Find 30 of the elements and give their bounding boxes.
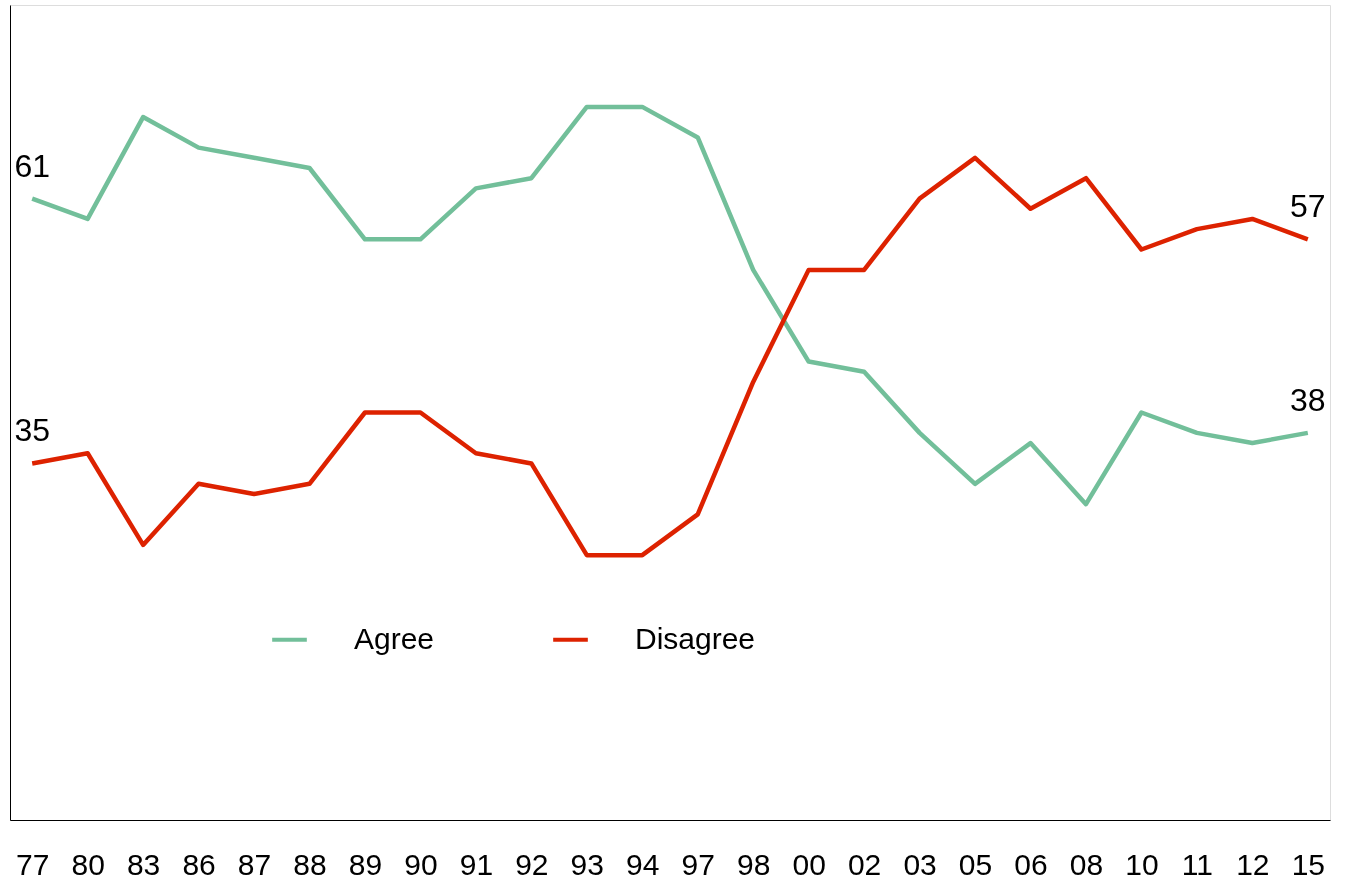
- x-tick-label: 03: [903, 847, 937, 881]
- x-tick-label: 93: [570, 847, 604, 881]
- x-tick-label: 10: [1125, 847, 1159, 881]
- x-tick-label: 98: [737, 847, 771, 881]
- x-tick-label: 91: [459, 847, 494, 881]
- x-tick-label: 06: [1014, 847, 1048, 881]
- x-tick-label: 77: [16, 847, 50, 881]
- legend-label: Agree: [354, 621, 435, 655]
- x-tick-label: 90: [404, 847, 438, 881]
- x-tick-label: 88: [293, 847, 327, 881]
- x-tick-label: 00: [792, 847, 826, 881]
- x-tick-label: 87: [237, 847, 272, 881]
- x-tick-label: 94: [626, 847, 660, 881]
- data-label: 35: [14, 412, 50, 449]
- x-tick-label: 05: [958, 847, 993, 881]
- x-tick-label: 02: [847, 847, 882, 881]
- x-tick-label: 08: [1069, 847, 1104, 881]
- x-tick-label: 80: [71, 847, 105, 881]
- x-tick-label: 11: [1181, 847, 1213, 881]
- data-label: 38: [1290, 381, 1326, 418]
- x-tick-label: 86: [182, 847, 216, 881]
- legend-label: Disagree: [635, 621, 756, 655]
- x-tick-label: 12: [1236, 847, 1270, 881]
- x-tick-label: 97: [681, 847, 715, 881]
- x-tick-label: 89: [348, 847, 383, 881]
- x-tick-label: 83: [126, 847, 161, 881]
- data-label: 61: [14, 147, 50, 184]
- data-label: 57: [1290, 188, 1326, 225]
- x-tick-label: 15: [1291, 847, 1325, 881]
- x-tick-label: 92: [515, 847, 549, 881]
